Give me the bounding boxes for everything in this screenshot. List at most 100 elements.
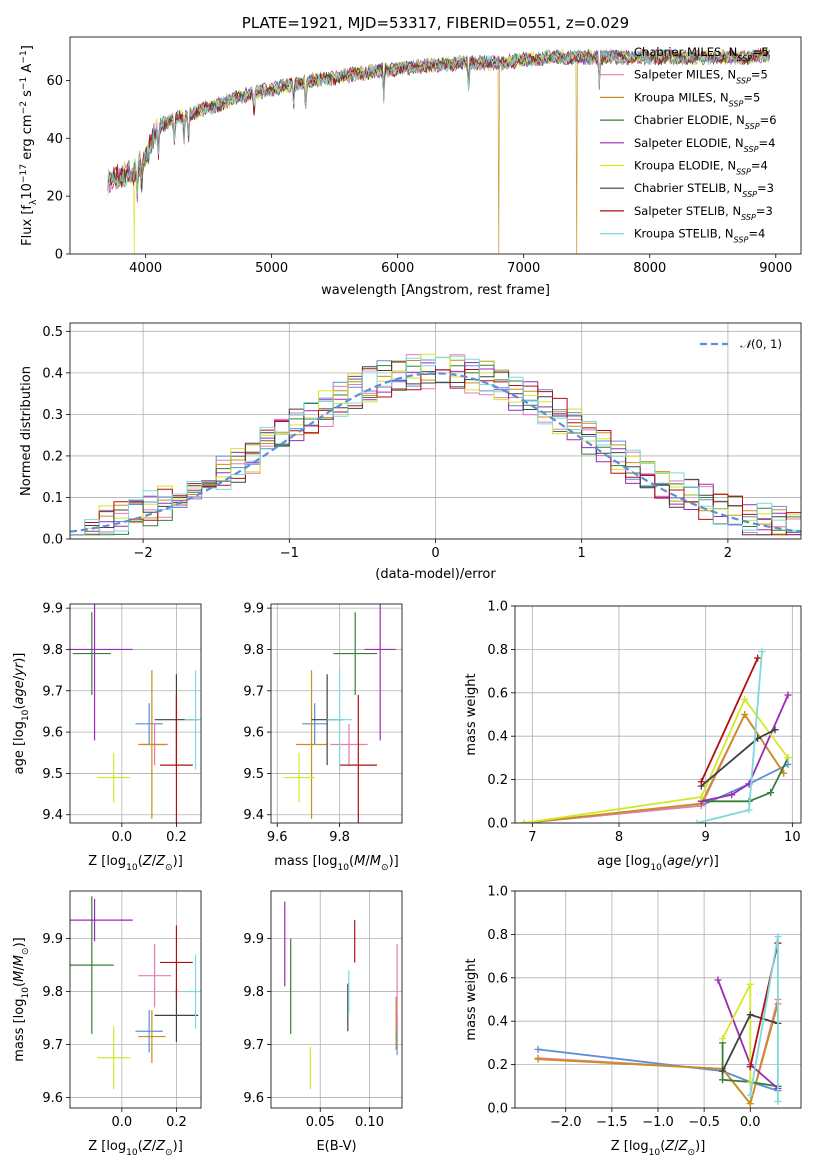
weight-marker <box>784 691 792 699</box>
y-tick-label: 0.6 <box>487 686 508 701</box>
x-tick-label: 2 <box>724 546 732 561</box>
y-tick-label: 0.1 <box>42 491 63 506</box>
y-axis-label: mass weight <box>464 958 479 1040</box>
y-tick-label: 9.9 <box>243 602 264 617</box>
y-tick-label: 0.2 <box>42 449 63 464</box>
x-axis-label: Z [log10(Z/Z⊙)] <box>611 1139 706 1158</box>
x-tick-label: −1.5 <box>596 1115 628 1130</box>
y-tick-label: 9.5 <box>42 767 63 782</box>
x-axis-label: wavelength [Angstrom, rest frame] <box>321 283 550 298</box>
legend-entry: Salpeter STELIB, NSSP=3 <box>634 204 773 222</box>
y-tick-label: 9.8 <box>243 985 264 1000</box>
y-axis-label: mass [log10(M/M⊙)] <box>12 937 31 1061</box>
x-tick-label: 5000 <box>255 261 288 276</box>
y-tick-label: 9.7 <box>243 684 264 699</box>
x-axis-label: age [log10(age/yr)] <box>597 854 719 873</box>
plot-area-weight-vs-Z <box>534 933 782 1108</box>
y-axis-label: mass weight <box>464 673 479 755</box>
y-tick-label: 9.6 <box>243 1091 264 1106</box>
x-tick-label: 0.0 <box>112 830 133 845</box>
weight-line-salpeter-stelib <box>700 657 759 783</box>
legend: Chabrier MILES, NSSP=5 Salpeter MILES, NS… <box>600 45 777 244</box>
weight-marker <box>745 806 753 814</box>
weight-marker <box>784 754 792 762</box>
weight-marker <box>719 1067 727 1075</box>
x-tick-label: 9.6 <box>267 830 288 845</box>
x-tick-label: 8000 <box>633 261 666 276</box>
figure-title: PLATE=1921, MJD=53317, FIBERID=0551, z=0… <box>242 14 629 32</box>
x-tick-label: 7 <box>528 830 536 845</box>
weight-line-salpeter-miles <box>523 712 785 823</box>
panel-spectrum: 4000 5000 6000 7000 8000 9000 0 20 40 60 wavelengt… <box>19 36 802 298</box>
y-tick-label: 0.2 <box>487 773 508 788</box>
spectrum-line-salpeter-elodie <box>107 48 770 203</box>
x-tick-label: 1 <box>578 546 586 561</box>
weight-marker <box>534 1055 542 1063</box>
x-tick-label: 10 <box>784 830 801 845</box>
x-tick-label: −2.0 <box>550 1115 582 1130</box>
plot-area-age-vs-Z <box>70 604 201 823</box>
y-tick-label: 9.9 <box>42 602 63 617</box>
x-tick-label: 9 <box>702 830 710 845</box>
y-tick-label: 0.8 <box>487 643 508 658</box>
weight-marker <box>697 793 705 801</box>
weight-marker <box>534 1045 542 1053</box>
legend-entry: Chabrier MILES, NSSP=5 <box>634 45 769 63</box>
weight-marker <box>771 726 779 734</box>
y-tick-label: 0.3 <box>42 408 63 423</box>
x-axis-label: mass [log10(M/M⊙)] <box>274 854 398 873</box>
x-axis-label: E(B-V) <box>316 1139 356 1154</box>
axes-frame <box>69 603 202 824</box>
x-tick-label: 8 <box>615 830 623 845</box>
y-tick-label: 9.4 <box>42 808 63 823</box>
plot-area-mass-vs-EBV <box>284 901 398 1090</box>
weight-marker <box>746 1100 754 1108</box>
axes-frame <box>69 890 202 1109</box>
axes-frame <box>270 890 403 1109</box>
y-tick-label: 9.4 <box>243 808 264 823</box>
weight-marker <box>767 789 775 797</box>
weight-marker <box>774 933 782 941</box>
x-tick-label: 6000 <box>381 261 414 276</box>
weight-marker <box>746 980 754 988</box>
axes-frame <box>514 605 802 824</box>
x-tick-label: 7000 <box>507 261 540 276</box>
x-tick-label: 0 <box>431 546 439 561</box>
x-tick-label: −2 <box>134 546 153 561</box>
y-tick-label: 60 <box>46 74 63 89</box>
x-tick-label: 9.8 <box>329 830 350 845</box>
plot-area-spectrum <box>107 47 770 254</box>
plot-area-mass-vs-Z <box>70 896 201 1090</box>
y-axis-label: age [log10(age/yr)] <box>12 653 31 775</box>
weight-marker <box>746 1063 754 1071</box>
axes-frame <box>270 603 403 824</box>
panel-mass-vs-EBV: 0.05 0.10 9.6 9.7 9.8 9.9 E(B-V) <box>243 890 403 1154</box>
y-tick-label: 1.0 <box>487 600 508 615</box>
weight-marker <box>719 1076 727 1084</box>
panel-weight-vs-age: 7 8 9 10 0.0 0.2 0.4 0.6 0.8 1.0 age [log10(age/yr… <box>464 600 802 873</box>
weight-marker <box>728 791 736 799</box>
legend-entry: Kroupa MILES, NSSP=5 <box>634 90 760 108</box>
y-tick-label: 0.2 <box>487 1058 508 1073</box>
y-tick-label: 9.6 <box>243 726 264 741</box>
y-tick-label: 0.0 <box>42 533 63 548</box>
legend-entry: Kroupa ELODIE, NSSP=4 <box>634 159 768 177</box>
x-tick-label: 9000 <box>759 261 792 276</box>
y-tick-label: 9.7 <box>243 1038 264 1053</box>
y-axis-label: Normed distribution <box>19 366 34 496</box>
weight-line-chabrier-miles <box>537 1048 779 1092</box>
weight-line-chabrier-miles <box>523 763 789 823</box>
y-tick-label: 9.6 <box>42 1091 63 1106</box>
weight-line-kroupa-elodie <box>721 983 752 1082</box>
weight-marker <box>774 1097 782 1105</box>
y-tick-label: 0.5 <box>42 325 63 340</box>
legend-entry: 𝒩(0, 1) <box>740 337 782 351</box>
weight-line-salpeter-elodie <box>701 694 789 803</box>
y-tick-label: 0.4 <box>487 730 508 745</box>
y-tick-label: 0 <box>55 248 63 263</box>
spectrum-line-kroupa-stelib <box>107 48 770 197</box>
y-tick-label: 9.9 <box>42 932 63 947</box>
x-tick-label: 4000 <box>129 261 162 276</box>
y-tick-label: 0.4 <box>487 1015 508 1030</box>
